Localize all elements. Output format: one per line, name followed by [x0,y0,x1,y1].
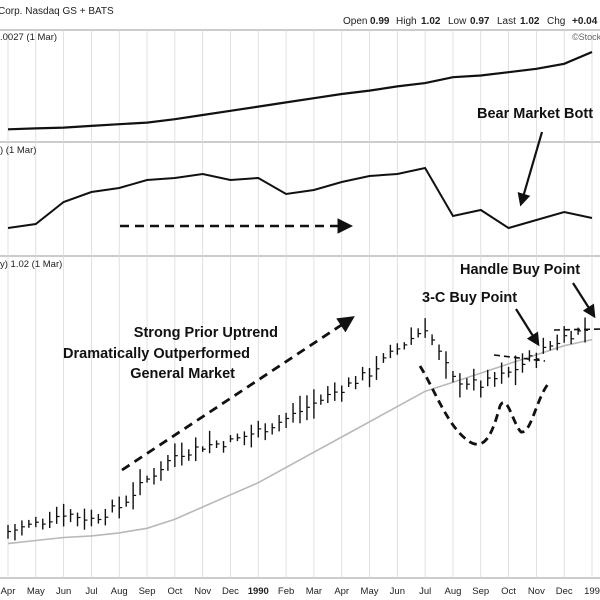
chg-label: Chg [547,16,565,27]
watermark: ©Stock [572,32,600,42]
x-axis-labels: Apr May Jun Jul Aug Sep Oct Nov Dec 1990 Feb Mar Apr… [1,586,600,597]
series-line-1 [7,50,593,131]
series-line-4 [7,338,593,545]
low-value: 0.97 [470,16,490,27]
x-tick-label: 1990 [248,586,269,597]
x-tick-label: Nov [194,586,211,597]
x-tick-label: Aug [111,586,128,597]
open-label: Open [343,16,367,27]
x-tick-label: Jul [85,586,97,597]
3c-buy-label: 3-C Buy Point [422,290,517,306]
x-tick-label: Apr [334,586,349,597]
x-tick-label: May [27,586,45,597]
x-tick-label: Jun [56,586,71,597]
chg-value: +0.04 [572,16,598,27]
bear-market-arrow [517,131,544,207]
series-line-2 [7,166,593,230]
chart-header: Corp. Nasdaq GS + BATS Open 0.99 High 1.… [0,6,598,27]
x-tick-label: Dec [556,586,573,597]
low-label: Low [448,16,467,27]
uptrend-label-line1: Strong Prior Uptrend [134,325,278,341]
uptrend-dashed-arrow-price [121,316,355,472]
3c-pivot-line [493,354,546,362]
panel-2-label: ) (1 Mar) [0,145,36,156]
x-tick-label: Sep [472,586,489,597]
x-tick-label: Oct [167,586,182,597]
high-label: High [396,16,417,27]
x-tick-label: Oct [501,586,516,597]
uptrend-label-line2: Dramatically Outperformed [63,346,250,362]
high-value: 1.02 [421,16,441,27]
open-value: 0.99 [370,16,390,27]
x-tick-label: Dec [222,586,239,597]
x-tick-label: Apr [1,586,16,597]
x-tick-label: Jun [390,586,405,597]
cup-with-handle-curve [418,365,550,446]
price-bars [7,317,589,541]
x-tick-label: Sep [139,586,156,597]
handle-buy-label: Handle Buy Point [460,262,580,278]
3c-buy-arrow [515,308,540,347]
bear-market-label: Bear Market Bott [477,106,593,122]
last-label: Last [497,16,516,27]
x-tick-label: May [361,586,379,597]
panel-3-label: y) 1.02 (1 Mar) [0,259,62,270]
last-value: 1.02 [520,16,540,27]
x-tick-label: Aug [444,586,461,597]
panel-2-frame [0,141,600,257]
x-tick-label: Mar [306,586,322,597]
x-tick-label: 199 [584,586,600,597]
x-tick-label: Feb [278,586,294,597]
x-tick-label: Nov [528,586,545,597]
symbol-text: Corp. Nasdaq GS + BATS [0,6,114,17]
panel-3-frame [0,255,600,579]
handle-pivot-line [553,328,600,331]
handle-buy-arrow [572,282,596,319]
x-tick-label: Jul [419,586,431,597]
uptrend-label-line3: General Market [130,366,235,382]
panel-1-label: .0027 (1 Mar) [0,32,57,43]
